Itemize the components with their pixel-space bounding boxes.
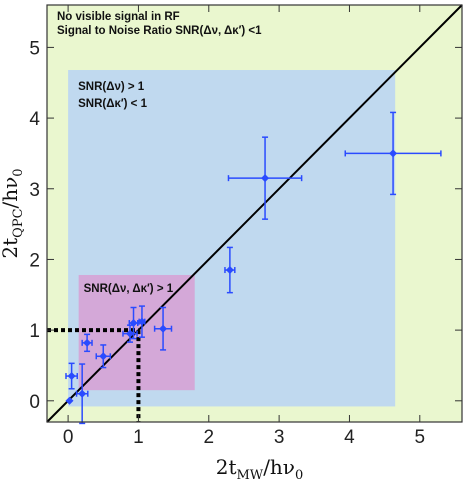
x-tick-label: 4 [344,427,355,448]
data-marker [225,266,234,275]
data-points-layer [65,111,442,425]
y-axis-ticks: 0 1 2 3 4 5 [29,38,462,413]
region-snr-dnu-label: SNR(Δκ′) < 1 [78,98,147,110]
data-point-4 [95,344,112,369]
y-tick-label: 5 [29,38,40,59]
data-marker [261,174,270,183]
x-axis-label-main: 2t [216,455,237,479]
data-point-2 [75,363,89,425]
y-axis-label-main: 2t [0,238,22,259]
x-tick-label: 0 [63,427,74,448]
data-point-7 [137,305,146,338]
x-tick-label: 2 [203,427,214,448]
data-marker [65,396,74,405]
x-axis-label-tail: /hν [263,455,295,479]
guide-layer [47,328,141,422]
reference-line [46,4,463,423]
data-marker [129,319,138,328]
data-point-11 [344,111,442,196]
y-axis-label-sub2: 0 [11,168,26,176]
x-tick-label: 1 [133,427,144,448]
annotation-layer: No visible signal in RF Signal to Noise R… [57,11,262,295]
region-no-signal-label: No visible signal in RF [57,11,180,23]
region-snr-both-label: SNR(Δν, Δκ′) > 1 [84,283,174,295]
region-snr-dnu-label: SNR(Δν) > 1 [78,81,145,93]
data-marker [126,329,134,338]
data-point-0 [65,396,74,405]
data-marker [78,389,87,398]
data-marker [67,372,76,381]
y-tick-label: 2 [29,250,40,271]
y-tick-label: 4 [29,109,40,130]
x-tick-label: 5 [415,427,426,448]
data-marker [389,149,398,158]
y-tick-label: 0 [29,392,40,413]
x-axis-label: 2tMW/hν0 [216,455,304,481]
data-marker [159,324,168,333]
data-point-1 [65,362,78,390]
data-point-3 [81,333,93,353]
data-marker [137,317,146,326]
y-tick-label: 3 [29,180,40,201]
region-no-signal-label: Signal to Noise Ratio SNR(Δν, Δκ′) <1 [57,25,262,37]
data-point-6 [128,306,139,340]
data-point-9 [224,246,236,294]
y-tick-label: 1 [29,321,40,342]
data-point-8 [153,306,173,351]
x-axis-label-sub: MW [237,468,264,481]
reference-line-layer [46,4,463,423]
plot-frame [46,4,463,423]
data-point-10 [227,136,303,220]
y-axis-label: 2tQPC/hν0 [0,168,26,258]
x-axis-ticks: 0 1 2 3 4 5 [63,5,425,448]
data-marker [99,352,108,361]
x-axis-label-sub2: 0 [295,468,303,481]
y-axis-label-sub: QPC [11,208,26,237]
x-tick-label: 3 [274,427,285,448]
y-axis-label-tail: /hν [0,177,22,209]
data-marker [83,338,92,347]
